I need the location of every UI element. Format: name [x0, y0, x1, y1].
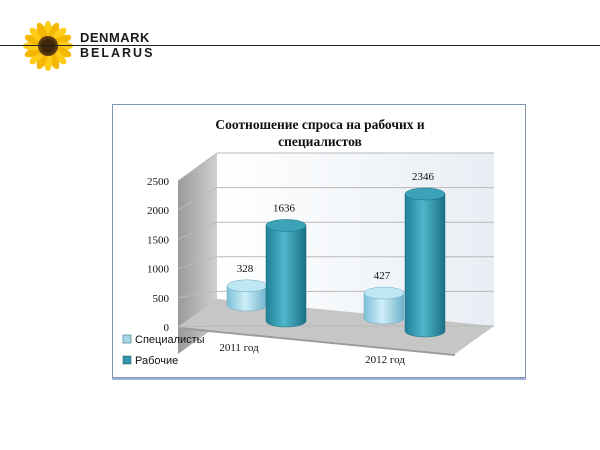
bar-specialists-1: 328: [226, 263, 268, 312]
y-tick-label: 2000: [147, 205, 170, 217]
legend-label: Специалисты: [135, 334, 205, 346]
logo-text-belarus: BELARUS: [80, 46, 155, 60]
chart-frame: Соотношение спроса на рабочих и специали…: [112, 104, 526, 380]
grid-line-side: [177, 221, 218, 240]
bar-top: [226, 279, 268, 293]
logo-text-denmark: DENMARK: [80, 30, 150, 45]
legend-swatch: [122, 355, 132, 365]
bar-workers-2: 2346: [404, 171, 446, 338]
chart-floor-edge: [178, 327, 455, 356]
bar-specialists-2: 427: [363, 270, 405, 325]
bar-top: [265, 219, 307, 232]
header-divider: [0, 45, 600, 46]
data-label: 2346: [412, 171, 435, 183]
chart-title-line1: Соотношение спроса на рабочих и: [215, 117, 425, 132]
legend-label: Рабочие: [135, 355, 178, 367]
x-tick-label: 2012 год: [365, 354, 405, 366]
grid-line-side: [177, 152, 218, 182]
bar-top: [404, 187, 446, 201]
bar-chart: Соотношение спроса на рабочих и специали…: [122, 117, 494, 367]
bar-body: [404, 193, 446, 338]
legend-swatch: [122, 334, 132, 344]
data-label: 1636: [273, 202, 296, 214]
y-tick-label: 2500: [147, 176, 170, 188]
grid-line-side: [177, 325, 218, 328]
y-tick-label: 1000: [147, 264, 170, 276]
x-tick-label: 2011 год: [219, 342, 259, 354]
logo: DENMARK BELARUS: [22, 20, 182, 72]
grid-line-side: [177, 187, 218, 211]
bar-body: [363, 292, 405, 325]
bar-workers-1: 1636: [265, 202, 307, 328]
y-tick-label: 1500: [147, 234, 170, 246]
bar-body: [265, 225, 307, 328]
chart-side-wall: [178, 153, 217, 354]
data-label: 328: [237, 263, 254, 275]
y-tick-label: 500: [153, 293, 170, 305]
chart-title-line2: специалистов: [278, 134, 362, 149]
bar-top: [363, 286, 405, 300]
y-tick-label: 0: [164, 322, 170, 334]
grid-line-side: [177, 256, 218, 270]
data-label: 427: [374, 270, 391, 282]
grid-line-side: [177, 290, 218, 299]
sunflower-icon: [23, 21, 73, 71]
